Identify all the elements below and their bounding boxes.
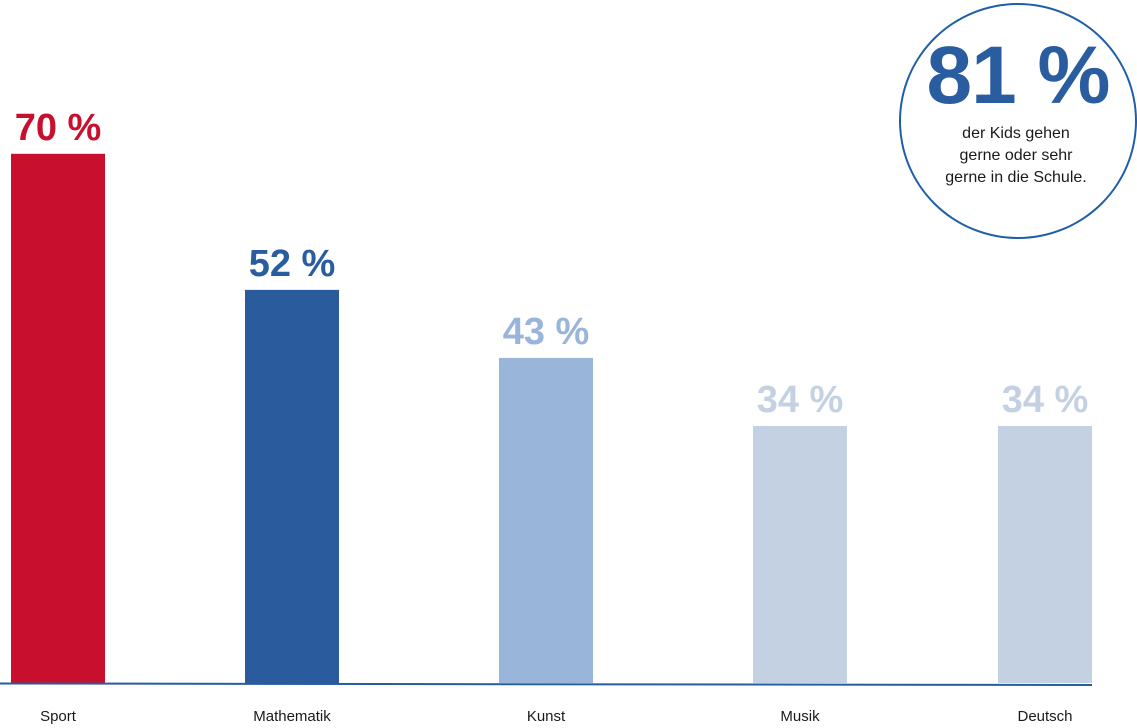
- summary-callout: 81 % der Kids gehen gerne oder sehr gern…: [899, 3, 1137, 239]
- category-label: Deutsch: [1017, 708, 1072, 725]
- bar-kunst: [499, 357, 593, 683]
- bar-musik: [753, 425, 847, 683]
- bar-value-label: 52 %: [249, 243, 336, 285]
- category-label: Kunst: [527, 708, 566, 725]
- category-label: Musik: [780, 708, 820, 725]
- bar-mathematik: [245, 289, 339, 683]
- callout-text: der Kids gehen gerne oder sehr gerne in …: [945, 125, 1087, 186]
- callout-value: 81 %: [926, 30, 1111, 121]
- bar-value-label: 34 %: [1002, 379, 1089, 421]
- category-label: Mathematik: [253, 708, 331, 725]
- bar-value-label: 34 %: [757, 379, 844, 421]
- bar-value-label: 70 %: [15, 107, 102, 149]
- bar-deutsch: [998, 425, 1092, 683]
- x-axis-line: [0, 682, 1093, 686]
- bar-sport: [11, 153, 105, 684]
- bar-value-label: 43 %: [503, 311, 590, 353]
- category-label: Sport: [40, 708, 77, 725]
